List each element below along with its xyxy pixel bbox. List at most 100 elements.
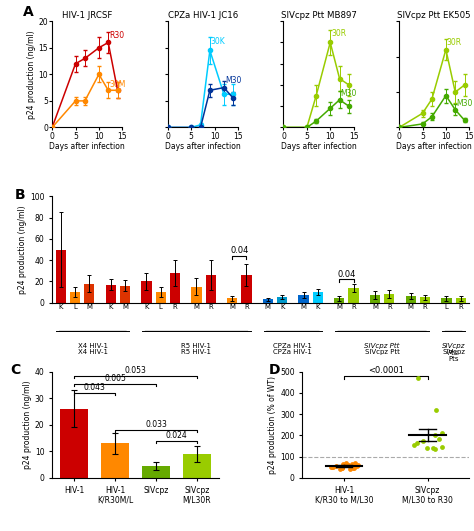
Bar (263, 299, 273, 303)
Point (355, 461, 362, 469)
X-axis label: Days after infection: Days after infection (165, 142, 241, 151)
Point (349, 464, 356, 472)
Point (337, 465, 344, 473)
Text: CPZa HIV-1: CPZa HIV-1 (273, 343, 312, 349)
Point (438, 443, 446, 451)
Bar (206, 275, 216, 303)
Title: SIVcpz Ptt EK505: SIVcpz Ptt EK505 (397, 12, 471, 21)
Point (431, 431, 439, 440)
Point (327, 463, 335, 472)
X-axis label: Days after infection: Days after infection (396, 142, 472, 151)
Text: SIVcpz Ptt: SIVcpz Ptt (365, 349, 400, 355)
Point (415, 374, 422, 382)
Point (410, 441, 418, 449)
Point (419, 436, 427, 445)
Text: R30: R30 (109, 31, 125, 40)
Point (346, 465, 354, 474)
Text: 30M: 30M (109, 80, 126, 89)
Text: 0.043: 0.043 (83, 383, 106, 392)
Bar (60, 409, 89, 478)
Text: <0.0001: <0.0001 (368, 366, 404, 375)
Bar (299, 295, 309, 303)
Bar (70, 292, 80, 303)
Bar (84, 284, 94, 303)
Text: 0.024: 0.024 (166, 431, 187, 440)
Text: 30R: 30R (447, 38, 462, 47)
Point (338, 464, 346, 473)
Text: R5 HIV-1: R5 HIV-1 (182, 349, 211, 355)
Point (332, 462, 340, 470)
Bar (313, 292, 323, 303)
Point (432, 406, 440, 414)
Bar (106, 285, 116, 303)
Y-axis label: p24 production (ng/ml): p24 production (ng/ml) (27, 30, 36, 118)
Title: CPZa HIV-1 JC16: CPZa HIV-1 JC16 (168, 12, 238, 21)
Point (436, 434, 443, 443)
Bar (334, 298, 345, 303)
Bar (141, 281, 152, 303)
Text: SIVcpz
Pts: SIVcpz Pts (442, 343, 465, 356)
Bar (456, 298, 466, 303)
Point (348, 460, 356, 468)
Text: SIVcpz Ptt: SIVcpz Ptt (365, 343, 400, 349)
Bar (420, 297, 430, 303)
Text: R5 HIV-1: R5 HIV-1 (182, 343, 211, 349)
Point (413, 439, 421, 447)
Bar (406, 296, 416, 303)
Bar (227, 298, 237, 303)
Point (423, 444, 430, 452)
Y-axis label: p24 production (% of WT): p24 production (% of WT) (268, 376, 277, 474)
X-axis label: Days after infection: Days after infection (281, 142, 356, 151)
Y-axis label: p24 production (ng/ml): p24 production (ng/ml) (23, 381, 32, 469)
Bar (441, 298, 452, 303)
Text: 0.053: 0.053 (125, 366, 146, 375)
Bar (370, 295, 380, 303)
Y-axis label: p24 production (ng/ml): p24 production (ng/ml) (18, 205, 27, 294)
Point (429, 444, 437, 452)
Title: SIVcpz Ptt MB897: SIVcpz Ptt MB897 (281, 12, 356, 21)
Point (351, 459, 359, 467)
Text: 0.04: 0.04 (230, 246, 248, 255)
Point (350, 463, 357, 472)
Bar (155, 292, 166, 303)
Text: C: C (10, 363, 21, 377)
Point (431, 445, 439, 453)
Point (353, 461, 361, 470)
Bar (170, 273, 180, 303)
Text: X4 HIV-1: X4 HIV-1 (78, 343, 108, 349)
Text: 0.04: 0.04 (337, 270, 356, 279)
Text: SIVcpz
Pts: SIVcpz Pts (442, 349, 465, 362)
Bar (142, 466, 171, 478)
Text: M30: M30 (456, 99, 473, 108)
Bar (120, 286, 130, 303)
Text: CPZa HIV-1: CPZa HIV-1 (273, 349, 312, 355)
Bar (191, 287, 201, 303)
Point (328, 463, 336, 472)
Text: 30R: 30R (331, 29, 346, 38)
Bar (182, 454, 211, 478)
Bar (100, 443, 129, 478)
Point (338, 464, 346, 473)
Text: B: B (15, 188, 25, 202)
Bar (55, 250, 66, 303)
Point (350, 464, 358, 473)
Bar (277, 297, 287, 303)
Point (345, 461, 352, 469)
Point (348, 462, 356, 470)
Point (342, 459, 349, 467)
Text: M30: M30 (340, 89, 357, 98)
Bar (348, 288, 359, 303)
Text: X4 HIV-1: X4 HIV-1 (78, 349, 108, 355)
Text: 0.033: 0.033 (145, 421, 167, 430)
Text: 30K: 30K (211, 38, 226, 47)
Bar (384, 294, 394, 303)
Text: 0.005: 0.005 (104, 374, 126, 383)
Text: A: A (23, 5, 34, 19)
X-axis label: Days after infection: Days after infection (49, 142, 125, 151)
Text: D: D (269, 363, 281, 377)
Bar (241, 275, 252, 303)
Title: HIV-1 JRCSF: HIV-1 JRCSF (62, 12, 112, 21)
Text: M30: M30 (225, 76, 242, 85)
Point (438, 429, 446, 438)
Point (339, 460, 346, 468)
